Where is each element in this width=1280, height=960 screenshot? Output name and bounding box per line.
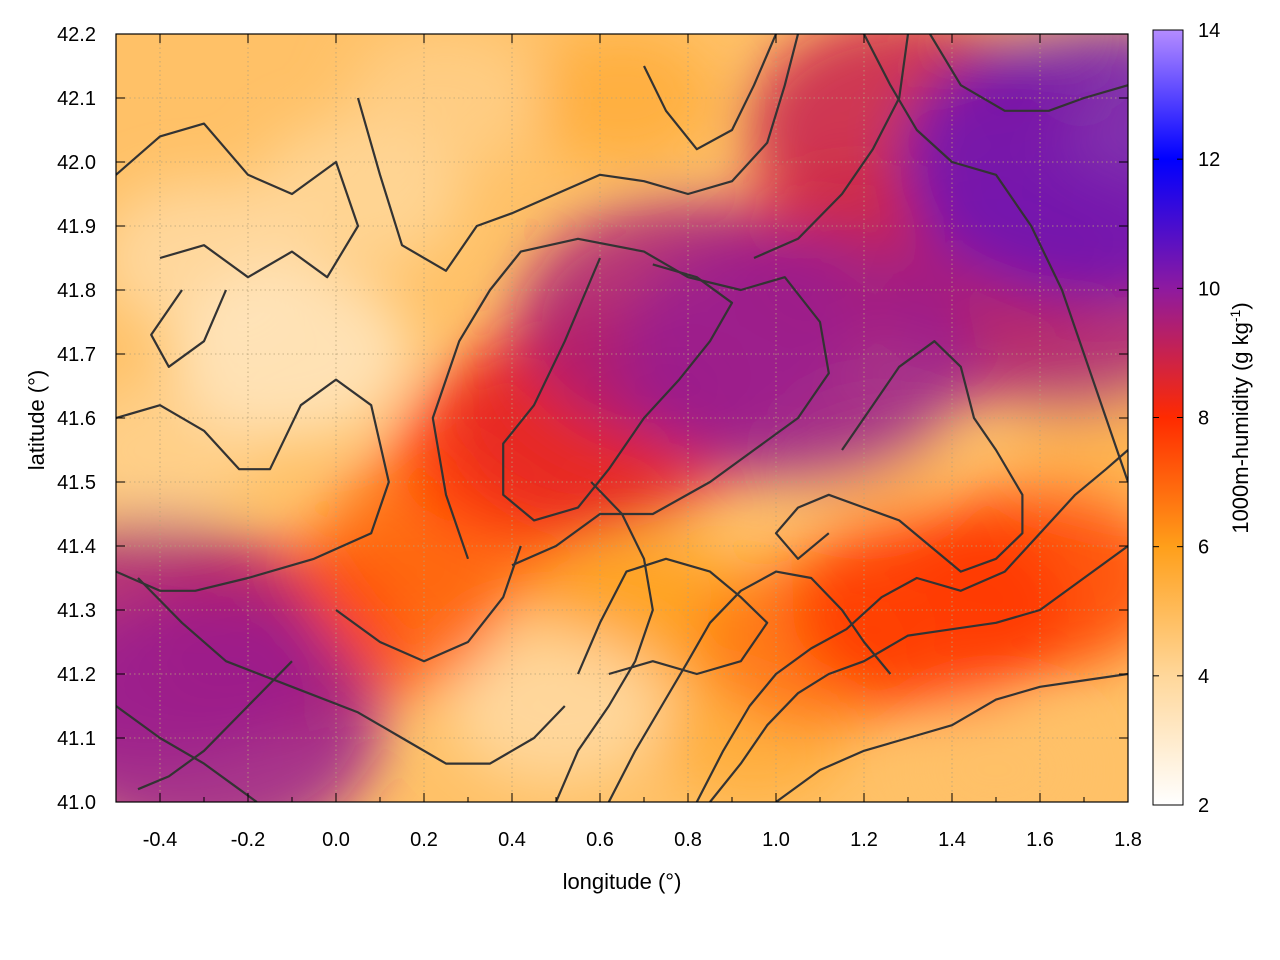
y-tick-label: 41.9	[57, 216, 96, 238]
contour-line	[753, 34, 910, 260]
contour-line	[709, 545, 1128, 802]
contour-line	[502, 257, 734, 522]
y-tick-label: 41.2	[57, 664, 96, 686]
colorbar-label-suffix: )	[1228, 302, 1253, 309]
field-patch	[791, 510, 1069, 710]
y-axis-label: latitude (°)	[24, 370, 49, 471]
contour-line	[863, 34, 1128, 483]
colorbar-ticks: 2 4 6 8 10 12 14	[1153, 20, 1220, 817]
contour-line	[775, 672, 1128, 802]
contour-line	[116, 378, 390, 592]
contour-line	[554, 481, 654, 802]
colorbar-tick-label: 14	[1198, 20, 1220, 42]
x-tick-label: 0.8	[674, 829, 702, 851]
humidity-field	[116, 34, 1128, 802]
x-tick-label: 0.0	[322, 829, 350, 851]
colorbar: 2 4 6 8 10 12 14 1000m-humidity (g kg-1)	[1152, 20, 1253, 817]
contour-line	[356, 34, 800, 272]
colorbar-label: 1000m-humidity (g kg-1)	[1227, 302, 1253, 533]
colorbar-label-main: 1000m-humidity (g kg	[1228, 322, 1253, 534]
y-tick-label: 41.4	[57, 536, 96, 558]
field-patch	[254, 120, 462, 268]
contour-line	[643, 34, 778, 151]
colorbar-tick-label: 6	[1198, 537, 1209, 559]
y-tick-label: 41.3	[57, 600, 96, 622]
contour-line	[335, 545, 522, 663]
contour-line	[929, 34, 1128, 112]
contour-line	[116, 122, 360, 279]
field-patch	[116, 598, 383, 802]
y-tick-label: 42.0	[57, 152, 96, 174]
x-tick-label: 0.6	[586, 829, 614, 851]
field-patch	[528, 34, 716, 165]
colorbar-tick-label: 10	[1198, 278, 1220, 300]
field-patch	[908, 707, 1084, 802]
contour-line	[431, 237, 830, 567]
y-tick-label: 42.2	[57, 24, 96, 46]
colorbar-label-exponent: -1	[1227, 309, 1243, 322]
contour-line	[137, 577, 566, 765]
x-tick-label: 1.2	[850, 829, 878, 851]
contour-line	[774, 340, 1024, 573]
x-tick-label: 1.0	[762, 829, 790, 851]
x-axis-label: longitude (°)	[563, 869, 682, 894]
x-tick-label: 1.8	[1114, 829, 1142, 851]
contour-line	[150, 289, 228, 368]
colorbar-tick-label: 12	[1198, 149, 1220, 171]
y-tick-label: 41.5	[57, 472, 96, 494]
x-tick-label: 1.6	[1026, 829, 1054, 851]
x-tick-label: 0.2	[410, 829, 438, 851]
y-tick-label: 41.6	[57, 408, 96, 430]
x-tick-label: -0.2	[231, 829, 265, 851]
colorbar-tick-label: 4	[1198, 666, 1209, 688]
contour-line	[695, 449, 1128, 802]
contour-lines	[116, 34, 1128, 802]
x-axis-ticks: -0.4 -0.2 0.0 0.2 0.4 0.6 0.8 1.0 1.2 1.4 1.6 1.8	[115, 34, 1142, 851]
y-tick-label: 41.8	[57, 280, 96, 302]
y-axis-ticks: 41.0 41.1 41.2 41.3 41.4 41.5 41.6 41.7 41.8 41.9…	[57, 24, 1128, 814]
contour-line	[137, 660, 293, 791]
field-patch	[1018, 387, 1128, 513]
y-tick-label: 42.1	[57, 88, 96, 110]
field-patch	[448, 629, 664, 783]
y-tick-label: 41.0	[57, 792, 96, 814]
y-tick-label: 41.1	[57, 728, 96, 750]
x-tick-label: 0.4	[498, 829, 526, 851]
y-tick-label: 41.7	[57, 344, 96, 366]
colorbar-tick-label: 8	[1198, 408, 1209, 430]
field-patch	[901, 34, 1128, 299]
contour-line	[607, 570, 892, 802]
x-tick-label: -0.4	[143, 829, 177, 851]
field-patch	[619, 226, 977, 482]
colorbar-tick-label: 2	[1198, 795, 1209, 817]
contour-line	[116, 705, 258, 802]
x-tick-label: 1.4	[938, 829, 966, 851]
